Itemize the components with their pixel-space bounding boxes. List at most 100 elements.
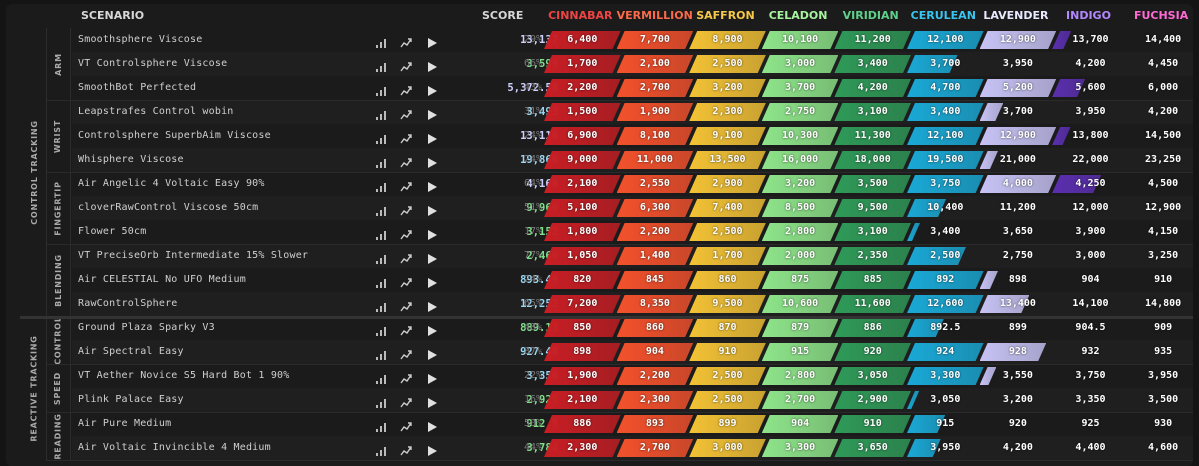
scenario-name[interactable]: Air CELESTIAL No UFO Medium [78,274,246,285]
bar-chart-icon[interactable] [375,346,387,360]
play-icon[interactable] [426,130,438,144]
scenario-row[interactable]: Air Pure Medium 912.5 50% 886 893 899 904 910 91… [72,412,1193,436]
rank-threshold-cerulean: 892 [907,271,984,289]
trend-line-icon[interactable] [400,322,412,336]
scenario-row[interactable]: Flower 50cm 3,152 17% 1,800 2,200 2,500 2,800 3… [72,220,1193,244]
play-icon[interactable] [426,250,438,264]
scenario-name[interactable]: Smoothsphere Viscose [78,34,203,45]
bar-chart-icon[interactable] [375,82,387,96]
trend-line-icon[interactable] [400,58,412,72]
scenario-name[interactable]: Ground Plaza Sparky V3 [78,322,215,333]
scenario-row[interactable]: VT PreciseOrb Intermediate 15% Slower 2,4… [72,244,1193,268]
bar-chart-icon[interactable] [375,370,387,384]
play-icon[interactable] [426,226,438,240]
play-icon[interactable] [426,154,438,168]
scenario-row[interactable]: VT Controlsphere Viscose 3,599 66% 1,700 2,1… [72,52,1193,76]
scenario-name[interactable]: Leapstrafes Control wobin [78,106,234,117]
bar-chart-icon[interactable] [375,418,387,432]
scenario-row[interactable]: Plink Palace Easy 2,925 16% 2,100 2,300 2,500… [72,388,1193,412]
trend-line-icon[interactable] [400,106,412,120]
play-icon[interactable] [426,58,438,72]
rank-threshold-fuchsia: 12,900 [1145,202,1182,213]
play-icon[interactable] [426,418,438,432]
bar-chart-icon[interactable] [375,154,387,168]
scenario-name[interactable]: Whisphere Viscose [78,154,184,165]
bar-chart-icon[interactable] [375,34,387,48]
scenario-name[interactable]: VT Controlsphere Viscose [78,58,228,69]
trend-line-icon[interactable] [400,394,412,408]
bar-chart-icon[interactable] [375,322,387,336]
scenario-row[interactable]: Air CELESTIAL No UFO Medium 893.49 24% 820 8… [72,268,1193,292]
scenario-row[interactable]: Leapstrafes Control wobin 3,493 31% 1,500 1,… [72,100,1193,124]
rank-threshold-indigo: 5,600 [1052,79,1129,97]
scenario-row[interactable]: cloverRawControl Viscose 50cm 9,966 51% 5,1… [72,196,1193,220]
scenario-name[interactable]: SmoothBot Perfected [78,82,197,93]
rank-threshold-cinnabar: 820 [544,271,621,289]
scenario-name[interactable]: Air Angelic 4 Voltaic Easy 90% [78,178,265,189]
play-icon[interactable] [426,322,438,336]
scenario-name[interactable]: Air Voltaic Invincible 4 Medium [78,442,271,453]
scenario-row[interactable]: VT Aether Novice S5 Hard Bot 1 90% 3,356 2… [72,364,1193,388]
play-icon[interactable] [426,346,438,360]
bar-chart-icon[interactable] [375,298,387,312]
play-icon[interactable] [426,298,438,312]
scenario-row[interactable]: Whisphere Viscose 19,860 24% 9,000 11,000 13,… [72,148,1193,172]
bar-chart-icon[interactable] [375,130,387,144]
play-icon[interactable] [426,106,438,120]
play-icon[interactable] [426,370,438,384]
trend-line-icon[interactable] [400,154,412,168]
progress-percent: 66% [524,58,543,69]
trend-line-icon[interactable] [400,370,412,384]
bar-chart-icon[interactable] [375,202,387,216]
trend-line-icon[interactable] [400,178,412,192]
scenario-row[interactable]: Smoothsphere Viscose 13,137 29% 6,400 7,700 8… [72,28,1193,52]
scenario-name[interactable]: Controlsphere SuperbAim Viscose [78,130,271,141]
progress-percent: 31% [524,106,543,117]
bar-chart-icon[interactable] [375,106,387,120]
play-icon[interactable] [426,34,438,48]
play-icon[interactable] [426,274,438,288]
play-icon[interactable] [426,202,438,216]
rank-threshold-lavender: 21,000 [980,151,1057,169]
play-icon[interactable] [426,82,438,96]
play-icon[interactable] [426,394,438,408]
bar-chart-icon[interactable] [375,274,387,288]
bar-chart-icon[interactable] [375,178,387,192]
scenario-row[interactable]: Ground Plaza Sparky V3 889.13 48% 850 860 870… [72,316,1193,340]
trend-line-icon[interactable] [400,298,412,312]
bar-chart-icon[interactable] [375,394,387,408]
scenario-name[interactable]: Air Spectral Easy [78,346,184,357]
scenario-row[interactable]: Air Voltaic Invincible 4 Medium 3,784 44% 2… [72,436,1193,460]
scenario-row[interactable]: Air Angelic 4 Voltaic Easy 90% 4,160 64% 2,… [72,172,1193,196]
scenario-row[interactable]: Air Spectral Easy 927.48 87% 898 904 910 915 92… [72,340,1193,364]
bar-chart-icon[interactable] [375,58,387,72]
scenario-row[interactable]: Controlsphere SuperbAim Viscose 13,116 24%… [72,124,1193,148]
bar-chart-icon[interactable] [375,226,387,240]
rank-threshold-viridian: 11,600 [834,295,911,313]
play-icon[interactable] [426,442,438,456]
scenario-name[interactable]: Air Pure Medium [78,418,172,429]
bar-chart-icon[interactable] [375,250,387,264]
trend-line-icon[interactable] [400,34,412,48]
trend-line-icon[interactable] [400,226,412,240]
scenario-name[interactable]: Flower 50cm [78,226,147,237]
trend-line-icon[interactable] [400,202,412,216]
scenario-name[interactable]: VT PreciseOrb Intermediate 15% Slower [78,250,309,261]
trend-line-icon[interactable] [400,346,412,360]
play-icon[interactable] [426,178,438,192]
trend-line-icon[interactable] [400,274,412,288]
rank-threshold-lavender: 3,550 [980,367,1057,385]
trend-line-icon[interactable] [400,442,412,456]
rank-threshold-viridian: 2,900 [834,391,911,409]
scenario-name[interactable]: cloverRawControl Viscose 50cm [78,202,259,213]
scenario-row[interactable]: RawControlSphere 12,252 65% 7,200 8,350 9,500… [72,292,1193,316]
bar-chart-icon[interactable] [375,442,387,456]
trend-line-icon[interactable] [400,250,412,264]
scenario-row[interactable]: SmoothBot Perfected 5,372.58 43% 2,200 2,700… [72,76,1193,100]
trend-line-icon[interactable] [400,130,412,144]
scenario-name[interactable]: Plink Palace Easy [78,394,184,405]
trend-line-icon[interactable] [400,418,412,432]
scenario-name[interactable]: VT Aether Novice S5 Hard Bot 1 90% [78,370,290,381]
trend-line-icon[interactable] [400,82,412,96]
scenario-name[interactable]: RawControlSphere [78,298,178,309]
